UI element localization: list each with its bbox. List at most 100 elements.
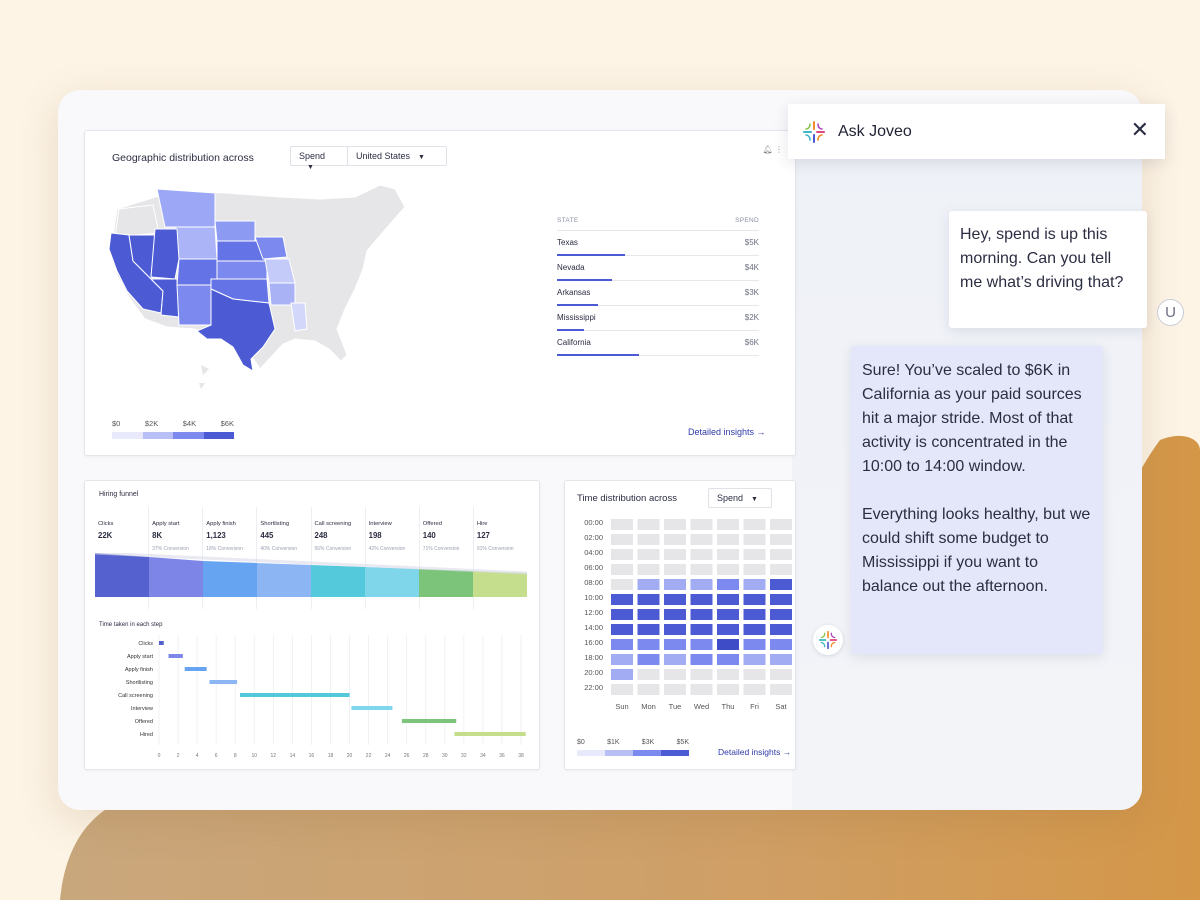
- heatmap-cell[interactable]: [637, 579, 660, 590]
- heatmap-cell[interactable]: [770, 639, 792, 650]
- heatmap-cell[interactable]: [717, 564, 739, 575]
- heatmap-cell[interactable]: [743, 609, 766, 620]
- funnel-step[interactable]: Apply finish 1,123 18% Conversion: [203, 507, 258, 609]
- heatmap-cell[interactable]: [637, 534, 660, 545]
- heatmap-cell[interactable]: [690, 654, 713, 665]
- heatmap-cell[interactable]: [664, 669, 686, 680]
- more-vertical-icon[interactable]: ⋮: [775, 145, 783, 154]
- heatmap-cell[interactable]: [664, 684, 686, 695]
- heatmap-cell[interactable]: [611, 564, 633, 575]
- heatmap-cell[interactable]: [637, 564, 660, 575]
- funnel-step[interactable]: Hire 127 91% Conversion: [474, 507, 527, 609]
- heatmap-cell[interactable]: [690, 534, 713, 545]
- heatmap-cell[interactable]: [743, 624, 766, 635]
- heatmap-cell[interactable]: [770, 654, 792, 665]
- heatmap-cell[interactable]: [611, 594, 633, 605]
- heatmap-cell[interactable]: [664, 534, 686, 545]
- heatmap-cell[interactable]: [664, 639, 686, 650]
- heatmap-cell[interactable]: [743, 669, 766, 680]
- heatmap-cell[interactable]: [743, 579, 766, 590]
- close-icon[interactable]: ✕: [1130, 117, 1149, 142]
- heatmap-cell[interactable]: [770, 579, 792, 590]
- heatmap-cell[interactable]: [611, 669, 633, 680]
- funnel-step[interactable]: Offered 140 71% Conversion: [420, 507, 474, 609]
- heatmap-cell[interactable]: [690, 579, 713, 590]
- heatmap-cell[interactable]: [690, 669, 713, 680]
- heatmap-cell[interactable]: [637, 654, 660, 665]
- heatmap-cell[interactable]: [690, 594, 713, 605]
- heatmap-cell[interactable]: [717, 654, 739, 665]
- heatmap-cell[interactable]: [664, 579, 686, 590]
- heatmap-cell[interactable]: [637, 549, 660, 560]
- heatmap-cell[interactable]: [611, 549, 633, 560]
- heatmap-cell[interactable]: [637, 639, 660, 650]
- geo-detailed-insights-link[interactable]: Detailed insights →: [688, 427, 766, 437]
- heatmap-cell[interactable]: [743, 549, 766, 560]
- heatmap-cell[interactable]: [770, 669, 792, 680]
- heatmap-cell[interactable]: [664, 594, 686, 605]
- heatmap-cell[interactable]: [611, 654, 633, 665]
- heatmap-cell[interactable]: [770, 564, 792, 575]
- heatmap-cell[interactable]: [717, 669, 739, 680]
- heatmap-cell[interactable]: [690, 549, 713, 560]
- heatmap-cell[interactable]: [743, 639, 766, 650]
- heatmap-cell[interactable]: [637, 669, 660, 680]
- heatmap-cell[interactable]: [743, 534, 766, 545]
- table-row[interactable]: Nevada $4K: [557, 256, 759, 281]
- heatmap-cell[interactable]: [770, 609, 792, 620]
- heatmap-cell[interactable]: [717, 519, 739, 530]
- heatmap-cell[interactable]: [664, 549, 686, 560]
- geo-metric-select[interactable]: Spend ▼: [290, 146, 348, 171]
- funnel-step[interactable]: Shortlisting 445 40% Conversion: [257, 507, 312, 609]
- heatmap-cell[interactable]: [637, 624, 660, 635]
- heatmap-cell[interactable]: [717, 639, 739, 650]
- heatmap-cell[interactable]: [770, 519, 792, 530]
- heatmap-cell[interactable]: [611, 579, 633, 590]
- heatmap-cell[interactable]: [664, 624, 686, 635]
- heatmap-cell[interactable]: [770, 624, 792, 635]
- table-row[interactable]: Arkansas $3K: [557, 281, 759, 306]
- heatmap-cell[interactable]: [690, 639, 713, 650]
- heatmap-cell[interactable]: [717, 594, 739, 605]
- heatmap-cell[interactable]: [770, 684, 792, 695]
- heatmap-cell[interactable]: [743, 564, 766, 575]
- heatmap-cell[interactable]: [743, 594, 766, 605]
- heatmap-cell[interactable]: [637, 609, 660, 620]
- heatmap-cell[interactable]: [690, 519, 713, 530]
- heatmap-cell[interactable]: [637, 519, 660, 530]
- time-metric-select[interactable]: Spend ▼: [708, 488, 772, 508]
- heatmap-cell[interactable]: [664, 609, 686, 620]
- heatmap-cell[interactable]: [717, 579, 739, 590]
- heatmap-cell[interactable]: [637, 594, 660, 605]
- heatmap-cell[interactable]: [743, 684, 766, 695]
- heatmap-cell[interactable]: [717, 624, 739, 635]
- bell-icon[interactable]: 🔔︎: [762, 145, 773, 154]
- heatmap-cell[interactable]: [664, 654, 686, 665]
- heatmap-cell[interactable]: [611, 624, 633, 635]
- table-row[interactable]: California $6K: [557, 331, 759, 356]
- heatmap-cell[interactable]: [690, 624, 713, 635]
- card-menu-icons[interactable]: 🔔︎ ⋮: [763, 145, 783, 154]
- time-detailed-insights-link[interactable]: Detailed insights →: [718, 747, 792, 757]
- heatmap-cell[interactable]: [743, 519, 766, 530]
- heatmap-cell[interactable]: [770, 549, 792, 560]
- heatmap-cell[interactable]: [690, 564, 713, 575]
- funnel-step[interactable]: Call screening 248 56% Conversion: [312, 507, 366, 609]
- heatmap-cell[interactable]: [770, 594, 792, 605]
- heatmap-cell[interactable]: [743, 654, 766, 665]
- heatmap-cell[interactable]: [611, 609, 633, 620]
- heatmap-cell[interactable]: [717, 534, 739, 545]
- heatmap-cell[interactable]: [717, 549, 739, 560]
- funnel-step[interactable]: Interview 198 42% Conversion: [366, 507, 420, 609]
- heatmap-cell[interactable]: [611, 639, 633, 650]
- heatmap-cell[interactable]: [611, 519, 633, 530]
- heatmap-cell[interactable]: [664, 564, 686, 575]
- heatmap-cell[interactable]: [637, 684, 660, 695]
- heatmap-cell[interactable]: [717, 684, 739, 695]
- geo-region-select[interactable]: United States ▼: [347, 146, 447, 166]
- heatmap-cell[interactable]: [664, 519, 686, 530]
- heatmap-cell[interactable]: [770, 534, 792, 545]
- heatmap-cell[interactable]: [611, 534, 633, 545]
- heatmap-cell[interactable]: [717, 609, 739, 620]
- heatmap-cell[interactable]: [690, 684, 713, 695]
